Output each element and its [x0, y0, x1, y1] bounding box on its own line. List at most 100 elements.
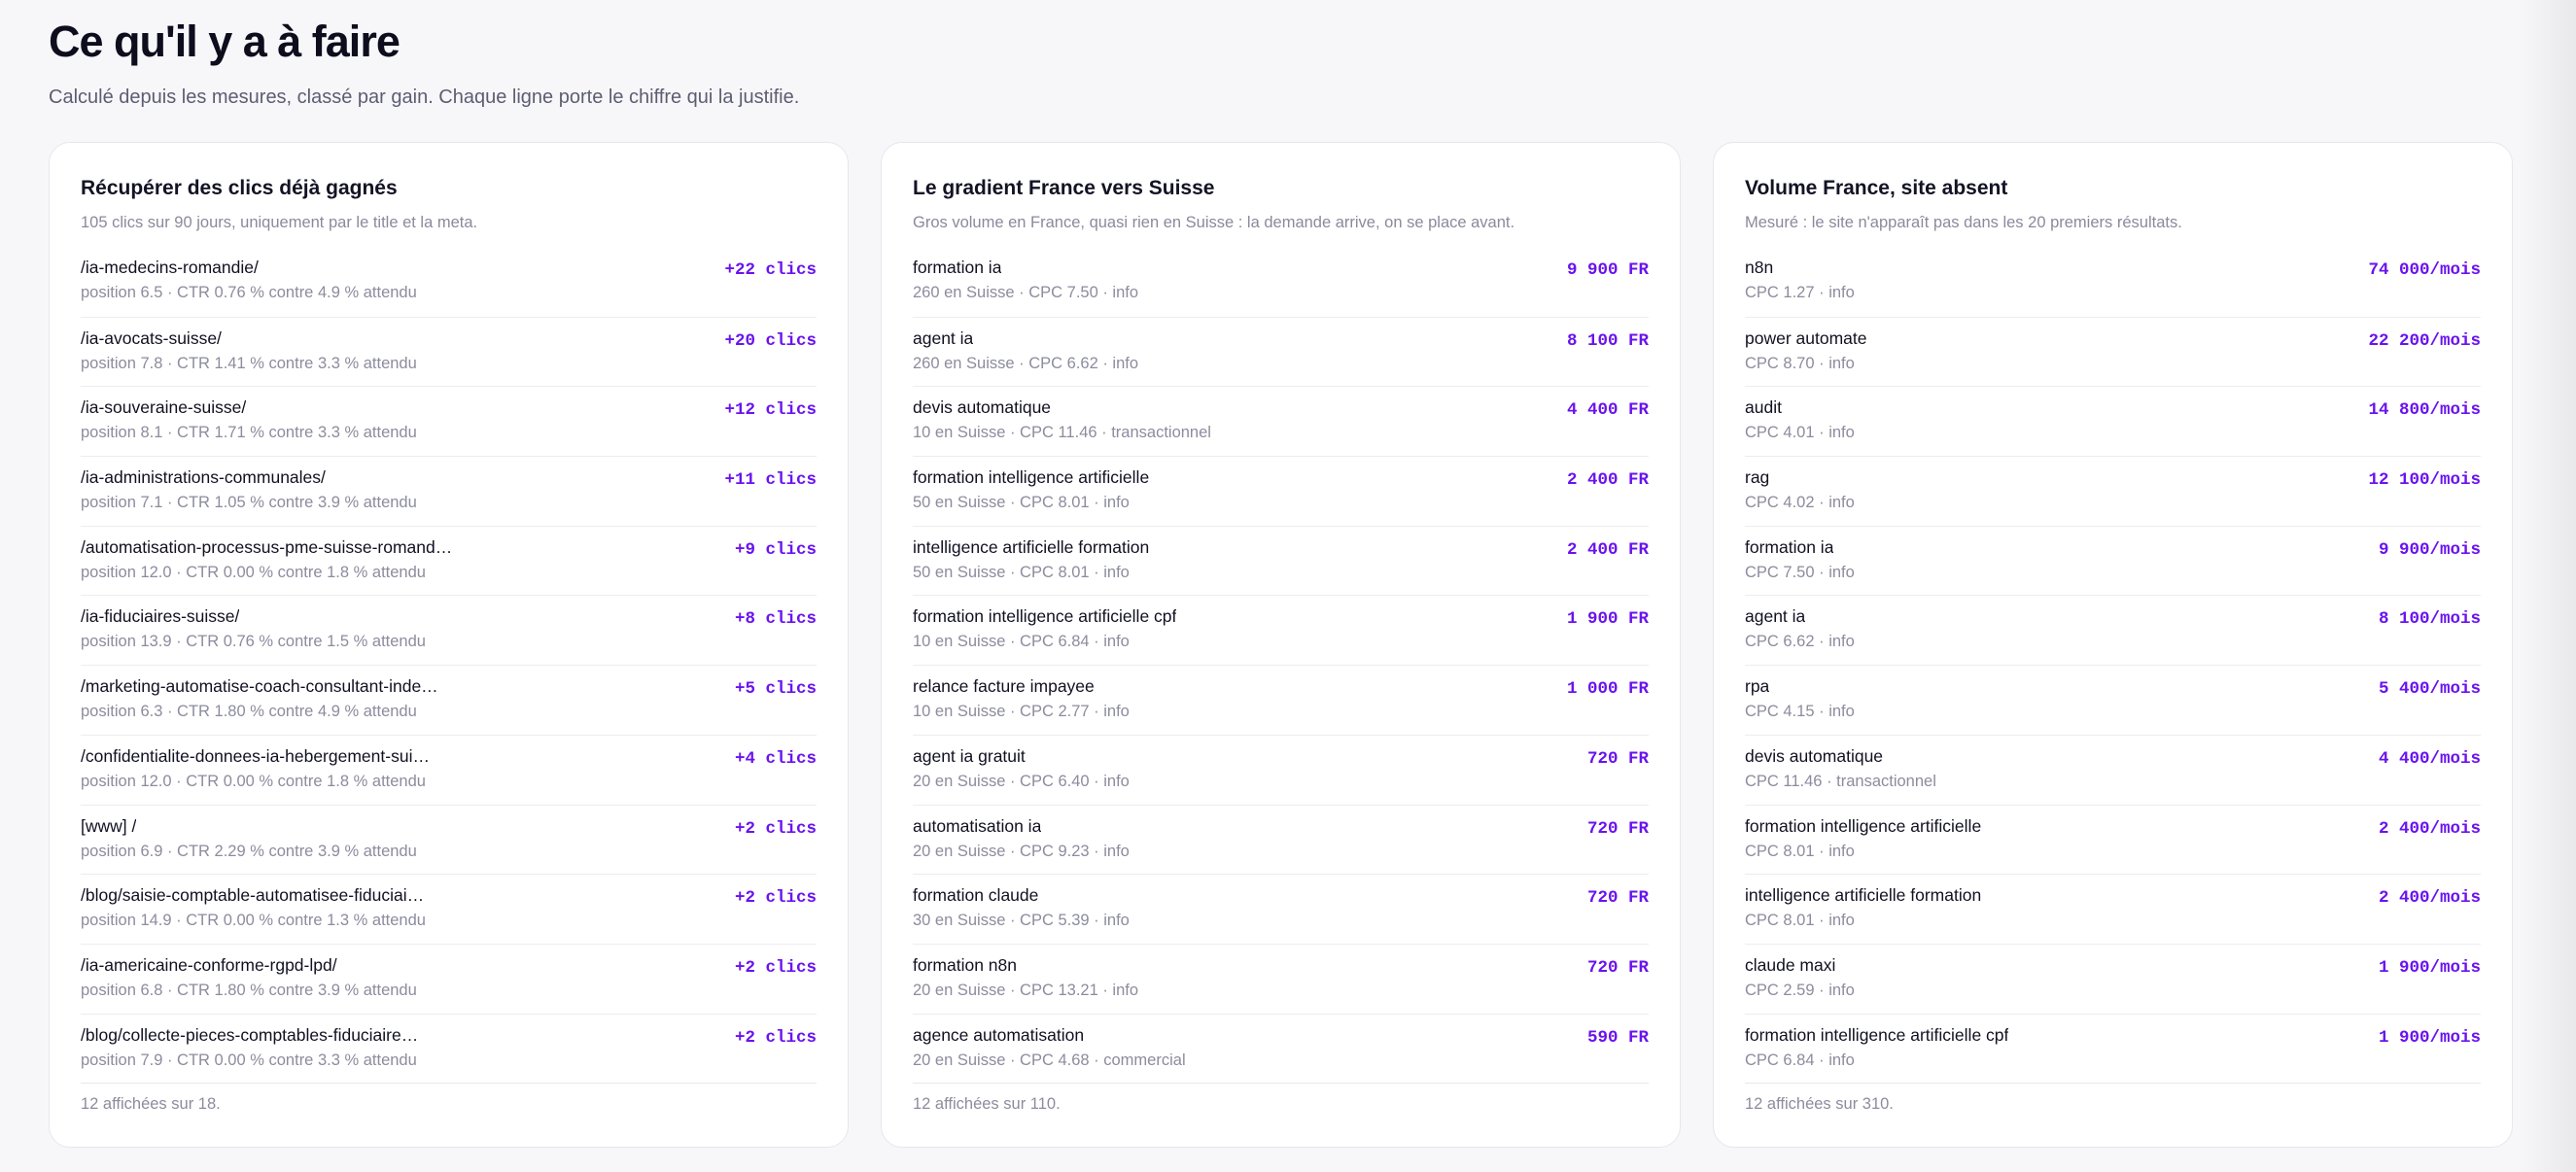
list-item[interactable]: /ia-americaine-conforme-rgpd-lpd/positio…: [81, 943, 817, 1014]
list-item-title: /marketing-automatise-coach-consultant-i…: [81, 676, 438, 697]
list-item[interactable]: /marketing-automatise-coach-consultant-i…: [81, 665, 817, 735]
list-item-meta: 20 en Suisse · CPC 4.68 · commercial: [913, 1051, 1186, 1069]
list-item[interactable]: agent ia gratuit 20 en Suisse · CPC 6.40 …: [913, 734, 1649, 805]
list-item[interactable]: intelligence artificielle formation CPC 8…: [1745, 874, 2481, 944]
list-item-title: /confidentialite-donnees-ia-hebergement-…: [81, 745, 430, 766]
list-item-title: rag: [1745, 467, 1770, 488]
list-item-meta: 10 en Suisse · CPC 2.77 · info: [913, 703, 1130, 721]
list-item[interactable]: power automate CPC 8.70 · info 22 200/mois: [1745, 316, 2481, 387]
list-item[interactable]: [www] / position 6.9 · CTR 2.29 % contre …: [81, 804, 817, 875]
list-item-meta: position 6.9 · CTR 2.29 % contre 3.9 % a…: [81, 842, 417, 860]
list-item[interactable]: rag CPC 4.02 · info 12 100/mois: [1745, 456, 2481, 526]
list-item[interactable]: audit CPC 4.01 · info 14 800/mois: [1745, 386, 2481, 456]
list-item[interactable]: formation intelligence artificielle CPC 8…: [1745, 804, 2481, 875]
list-item-value: 4 400/mois: [2378, 748, 2481, 769]
list-item-meta: position 12.0 · CTR 0.00 % contre 1.8 % …: [81, 563, 426, 581]
list-item[interactable]: relance facture impayee 10 en Suisse · CP…: [913, 665, 1649, 735]
list-item-value: 12 100/mois: [2368, 470, 2481, 491]
list-item-value: 8 100 FR: [1566, 330, 1649, 351]
list-item[interactable]: /ia-souveraine-suisse/position 8.1 · CTR…: [81, 386, 817, 456]
list-item-title: power automate: [1745, 327, 1867, 348]
card-footer: 12 affichées sur 310.: [1745, 1095, 1894, 1114]
list-item-title: audit: [1745, 397, 1782, 418]
list-item-meta: 10 en Suisse · CPC 11.46 · transactionne…: [913, 424, 1211, 442]
list-item-title: formation intelligence artificielle: [913, 467, 1150, 488]
card-recuperer-clics: Récupérer des clics déjà gagnés 105 clic…: [49, 142, 849, 1148]
list-item-value: 4 400 FR: [1566, 400, 1649, 421]
list-item[interactable]: /ia-fiduciaires-suisse/position 13.9 · C…: [81, 595, 817, 665]
list-item[interactable]: n8n CPC 1.27 · info 74 000/mois: [1745, 247, 2481, 317]
list-item[interactable]: automatisation ia 20 en Suisse · CPC 9.23…: [913, 804, 1649, 875]
card-title: Récupérer des clics déjà gagnés: [81, 177, 398, 199]
card-rows: formation ia 260 en Suisse · CPC 7.50 · i…: [913, 247, 1649, 1085]
list-item[interactable]: /ia-administrations-communales/position …: [81, 456, 817, 526]
list-item[interactable]: devis automatique CPC 11.46 · transaction…: [1745, 734, 2481, 805]
list-item[interactable]: /automatisation-processus-pme-suisse-rom…: [81, 525, 817, 596]
list-item[interactable]: /ia-avocats-suisse/position 7.8 · CTR 1.…: [81, 316, 817, 387]
list-item-title: /ia-avocats-suisse/: [81, 327, 222, 348]
list-item-title: formation intelligence artificielle cpf: [913, 606, 1177, 627]
card-footer: 12 affichées sur 110.: [913, 1095, 1061, 1114]
list-item-title: relance facture impayee: [913, 676, 1095, 697]
list-item-value: +11 clics: [724, 470, 817, 491]
list-item-title: rpa: [1745, 676, 1770, 697]
list-item[interactable]: claude maxi CPC 2.59 · info 1 900/mois: [1745, 943, 2481, 1014]
list-item-value: 2 400/mois: [2378, 888, 2481, 909]
list-item-meta: CPC 4.15 · info: [1745, 703, 1855, 721]
list-item[interactable]: formation ia 260 en Suisse · CPC 7.50 · i…: [913, 247, 1649, 317]
list-item-meta: position 7.1 · CTR 1.05 % contre 3.9 % a…: [81, 494, 417, 512]
list-item[interactable]: devis automatique 10 en Suisse · CPC 11.4…: [913, 386, 1649, 456]
list-item[interactable]: intelligence artificielle formation 50 en…: [913, 525, 1649, 596]
list-item-meta: CPC 11.46 · transactionnel: [1745, 772, 1936, 790]
list-item-value: 2 400/mois: [2378, 818, 2481, 839]
list-item-meta: position 13.9 · CTR 0.76 % contre 1.5 % …: [81, 633, 426, 651]
list-item[interactable]: formation n8n 20 en Suisse · CPC 13.21 · …: [913, 943, 1649, 1014]
list-item-value: +2 clics: [734, 957, 817, 978]
list-item-value: 8 100/mois: [2378, 609, 2481, 630]
list-item-value: 1 900 FR: [1566, 609, 1649, 630]
list-item-value: +5 clics: [734, 679, 817, 700]
list-item[interactable]: rpa CPC 4.15 · info 5 400/mois: [1745, 665, 2481, 735]
list-item[interactable]: /blog/collecte-pieces-comptables-fiducia…: [81, 1013, 817, 1084]
list-item-meta: position 14.9 · CTR 0.00 % contre 1.3 % …: [81, 912, 426, 930]
cards-container: Récupérer des clics déjà gagnés 105 clic…: [49, 142, 2518, 1148]
list-item-title: formation ia: [913, 258, 1002, 277]
list-item-value: +2 clics: [734, 1027, 817, 1048]
page-edge-shadow: [2518, 0, 2576, 1172]
list-item-title: /ia-americaine-conforme-rgpd-lpd/: [81, 954, 337, 975]
list-item-value: 720 FR: [1586, 888, 1649, 909]
list-item[interactable]: formation intelligence artificielle 50 en…: [913, 456, 1649, 526]
list-item-title: formation claude: [913, 885, 1039, 906]
list-item[interactable]: /blog/saisie-comptable-automatisee-fiduc…: [81, 874, 817, 944]
list-item-meta: 20 en Suisse · CPC 9.23 · info: [913, 842, 1130, 860]
list-item[interactable]: formation intelligence artificielle cpf 1…: [913, 595, 1649, 665]
list-item-value: 9 900 FR: [1566, 260, 1649, 280]
list-item-meta: 50 en Suisse · CPC 8.01 · info: [913, 494, 1130, 512]
card-title: Volume France, site absent: [1745, 177, 2008, 199]
list-item-meta: position 7.8 · CTR 1.41 % contre 3.3 % a…: [81, 354, 417, 372]
list-item-meta: 10 en Suisse · CPC 6.84 · info: [913, 633, 1130, 651]
list-item-title: /blog/collecte-pieces-comptables-fiducia…: [81, 1024, 419, 1045]
list-item-meta: CPC 8.01 · info: [1745, 842, 1855, 860]
list-item[interactable]: formation intelligence artificielle cpf C…: [1745, 1013, 2481, 1084]
page-subtitle: Calculé depuis les mesures, classé par g…: [49, 86, 800, 108]
list-item-value: +4 clics: [734, 748, 817, 769]
list-item[interactable]: formation claude 30 en Suisse · CPC 5.39 …: [913, 874, 1649, 944]
list-item-meta: 260 en Suisse · CPC 6.62 · info: [913, 354, 1139, 372]
list-item[interactable]: formation ia CPC 7.50 · info 9 900/mois: [1745, 525, 2481, 596]
list-item-value: 5 400/mois: [2378, 679, 2481, 700]
list-item-value: 1 000 FR: [1566, 679, 1649, 700]
list-item-meta: CPC 1.27 · info: [1745, 284, 1855, 301]
list-item-title: automatisation ia: [913, 815, 1042, 836]
list-item-title: agence automatisation: [913, 1024, 1085, 1045]
list-item[interactable]: agent ia 260 en Suisse · CPC 6.62 · info 8…: [913, 316, 1649, 387]
list-item[interactable]: /ia-medecins-romandie/position 6.5 · CTR…: [81, 247, 817, 317]
list-item-meta: CPC 4.01 · info: [1745, 424, 1855, 442]
list-item[interactable]: agence automatisation 20 en Suisse · CPC …: [913, 1013, 1649, 1084]
list-item-value: +20 clics: [724, 330, 817, 351]
card-rows: n8n CPC 1.27 · info 74 000/mois power autom…: [1745, 247, 2481, 1085]
page: Ce qu'il y a à faire Calculé depuis les …: [49, 0, 2518, 1148]
list-item-title: intelligence artificielle formation: [1745, 885, 1982, 906]
list-item[interactable]: /confidentialite-donnees-ia-hebergement-…: [81, 734, 817, 805]
list-item[interactable]: agent ia CPC 6.62 · info 8 100/mois: [1745, 595, 2481, 665]
